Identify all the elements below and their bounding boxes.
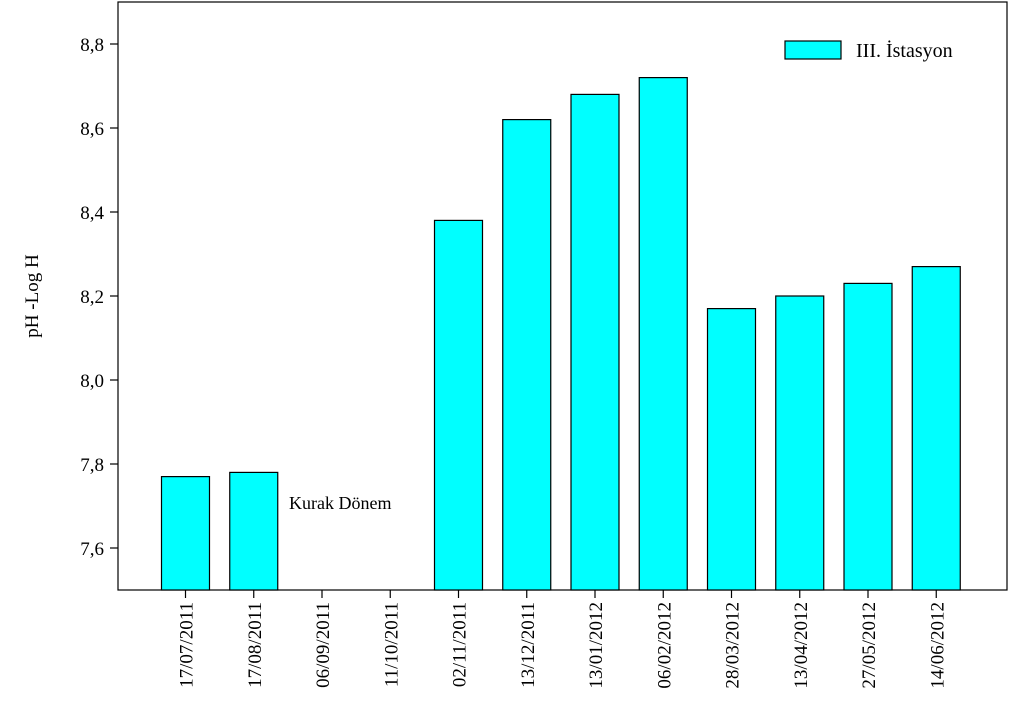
y-tick-label: 8,8 [80, 35, 104, 56]
bar [638, 76, 688, 591]
y-tick-label: 8,0 [80, 371, 104, 392]
annotation-kurak-donem: Kurak Dönem [289, 493, 391, 513]
x-tick-label: 13/04/2012 [791, 602, 812, 689]
legend-swatch [784, 40, 842, 60]
y-axis: 7,6 7,8 8,0 8,2 8,4 8,6 8,8 [80, 35, 118, 560]
bar [502, 118, 552, 591]
bars [160, 76, 961, 591]
y-tick-label: 8,2 [80, 287, 104, 308]
x-tick-label: 17/07/2011 [177, 602, 198, 688]
bar [570, 93, 620, 591]
y-tick-label: 7,8 [80, 455, 104, 476]
y-axis-title: pH -Log H [22, 254, 43, 338]
bar [911, 266, 961, 591]
bar [229, 471, 279, 591]
legend: III. İstasyon [784, 39, 953, 62]
y-tick-label: 8,4 [80, 203, 104, 224]
y-tick-label: 8,6 [80, 119, 104, 140]
x-tick-label: 06/09/2011 [313, 602, 334, 688]
bar [706, 308, 757, 591]
x-axis: 17/07/2011 17/08/2011 06/09/2011 11/10/2011… [177, 590, 948, 689]
x-tick-label: 06/02/2012 [654, 602, 675, 689]
bar [775, 295, 825, 591]
x-tick-label: 14/06/2012 [927, 602, 948, 689]
x-tick-label: 11/10/2011 [381, 602, 402, 687]
x-tick-label: 17/08/2011 [245, 602, 266, 688]
x-tick-label: 02/11/2011 [450, 602, 471, 687]
legend-label: III. İstasyon [856, 39, 953, 62]
bar [843, 282, 893, 591]
y-tick-label: 7,6 [80, 539, 104, 560]
bar [160, 476, 211, 591]
x-tick-label: 13/01/2012 [586, 602, 607, 689]
x-tick-label: 13/12/2011 [518, 602, 539, 688]
x-tick-label: 28/03/2012 [723, 602, 744, 689]
bar [433, 219, 484, 591]
x-tick-label: 27/05/2012 [859, 602, 880, 689]
